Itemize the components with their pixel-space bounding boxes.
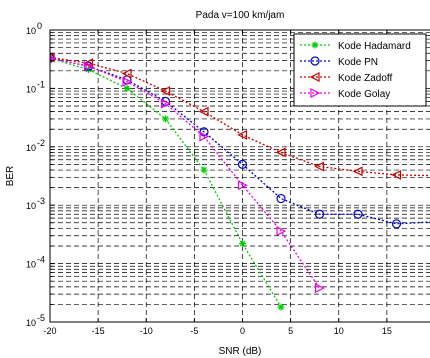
y-tick-exponent: -2 [37,138,45,148]
series-kode-zadoff [50,52,430,180]
data-point-star [123,84,131,92]
data-point-triangle [309,72,320,82]
y-tick-exponent: 0 [37,21,42,31]
legend-item: Kode Hadamard [300,41,411,52]
series-layer [50,52,430,311]
series-line [50,57,430,225]
series-kode-hadamard [50,54,285,311]
y-tick-label: 10 [26,143,36,153]
legend-item: Kode Golay [300,88,390,100]
data-point-triangle [160,98,171,109]
y-tick-exponent: -4 [37,255,45,265]
legend-item: Kode PN [300,56,378,68]
data-point-circle [276,193,286,204]
x-axis-label: SNR (dB) [219,346,262,357]
x-tick-label: -15 [92,326,105,336]
data-point-triangle [314,283,325,294]
x-tick-label: 5 [288,326,293,336]
y-tick-exponent: -3 [37,196,45,206]
y-tick-label: 10 [26,26,36,36]
data-point-triangle [50,52,55,63]
legend: Kode Hadamard Kode PN Kode Zadoff Kode Gola… [293,33,427,107]
plot-frame [49,29,430,323]
data-point-triangle [310,88,321,98]
data-point-star [200,166,208,174]
data-point-triangle [275,147,286,158]
data-point-star [311,41,319,49]
star-stroke [312,42,318,48]
series-line [50,56,430,177]
data-point-triangle [237,129,248,140]
data-point-triangle [83,61,94,72]
data-point-circle [391,219,402,229]
data-point-triangle [121,68,132,79]
x-tick-label: 0 [240,326,245,336]
legend-label: Kode Zadoff [338,73,393,84]
data-point-triangle [352,166,363,177]
star-stroke [124,85,130,92]
y-axis-label: BER [5,166,16,187]
chart-title: Pada v=100 km/jam [196,10,285,21]
data-point-circle [237,159,248,169]
y-tick-label: 10 [26,318,36,328]
data-point-circle [314,209,325,219]
data-point-triangle [122,76,133,87]
data-point-circle [310,56,320,66]
legend-item: Kode Zadoff [300,72,393,84]
data-point-circle [353,209,363,219]
x-tick-label: -5 [190,326,198,336]
data-point-triangle [160,86,171,97]
series-kode-golay [50,55,325,294]
data-point-triangle [198,106,209,117]
data-point-star [162,115,169,123]
x-tick-label: -20 [43,326,56,336]
x-tick-label: -10 [140,326,153,336]
data-point-triangle [199,131,210,142]
legend-label: Kode Golay [338,89,390,100]
data-point-star [277,303,285,311]
legend-label: Kode PN [338,57,378,68]
data-point-triangle [314,161,325,172]
star-stroke [278,304,284,310]
y-tick-exponent: -5 [37,313,45,323]
y-tick-label: 10 [26,260,36,270]
data-point-triangle [391,169,402,180]
star-stroke [239,240,246,247]
y-tick-exponent: -1 [37,79,45,89]
y-tick-label: 10 [26,84,36,94]
x-tick-label: 10 [334,326,344,336]
data-point-triangle [276,226,287,237]
data-point-triangle [83,58,94,69]
data-point-triangle [237,180,248,191]
legend-label: Kode Hadamard [338,41,411,52]
star-stroke [162,116,169,122]
x-tick-label: 15 [382,326,392,336]
star-stroke [201,167,207,173]
data-point-star [239,240,246,248]
y-tick-label: 10 [26,201,36,211]
